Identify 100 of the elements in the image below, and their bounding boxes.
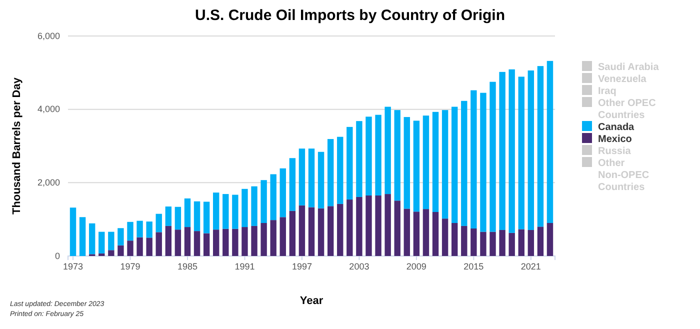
- bar: [242, 188, 248, 228]
- bar: [318, 208, 324, 256]
- bar: [98, 232, 105, 254]
- bar: [337, 136, 344, 204]
- bar: [537, 66, 544, 227]
- bar: [346, 126, 353, 200]
- bar: [203, 233, 210, 256]
- bar: [394, 110, 400, 201]
- bar: [480, 92, 486, 232]
- bar: [528, 230, 534, 256]
- x-tick-label: 1985: [177, 261, 198, 272]
- bar: [108, 250, 114, 256]
- bar: [98, 253, 105, 256]
- bar: [79, 217, 86, 256]
- bar: [490, 232, 496, 256]
- bar: [518, 229, 524, 256]
- y-tick-label: 4,000: [37, 104, 60, 114]
- bar: [384, 106, 391, 194]
- legend-label: Canada: [598, 122, 635, 133]
- bar: [203, 202, 210, 234]
- bar: [260, 180, 267, 223]
- bar: [432, 212, 439, 256]
- bar: [242, 227, 248, 256]
- bar: [327, 139, 334, 206]
- bar: [318, 152, 324, 208]
- bar: [156, 232, 162, 256]
- bar: [70, 208, 76, 256]
- bar: [413, 120, 420, 212]
- bar: [232, 194, 238, 229]
- bar: [308, 207, 315, 256]
- bar: [280, 168, 286, 218]
- bar: [136, 237, 143, 256]
- x-tick-label: 1991: [234, 261, 255, 272]
- bar: [165, 226, 172, 256]
- bar: [222, 194, 229, 229]
- bar: [156, 214, 162, 232]
- bar: [174, 206, 182, 230]
- bar: [298, 148, 306, 206]
- bar: [442, 218, 448, 256]
- bar: [490, 82, 496, 232]
- bar: [537, 226, 544, 256]
- bar: [232, 228, 238, 256]
- x-tick-label: 2021: [520, 261, 541, 272]
- bar: [194, 231, 200, 256]
- x-tick-label: 2009: [406, 261, 426, 272]
- bar: [508, 69, 515, 233]
- bar: [422, 116, 430, 210]
- bar: [442, 110, 448, 219]
- bar: [308, 148, 315, 208]
- bar: [546, 223, 554, 256]
- bar: [346, 200, 353, 256]
- bar: [384, 194, 391, 256]
- bar: [404, 208, 410, 256]
- bar: [194, 201, 200, 232]
- bar: [184, 227, 191, 256]
- y-axis-title: Thousand Barrels per Day: [11, 76, 23, 214]
- x-tick-label: 2015: [464, 261, 484, 272]
- bar: [146, 238, 152, 256]
- bar: [470, 90, 477, 228]
- bar: [127, 222, 134, 241]
- bar: [480, 232, 486, 256]
- x-tick-label: 1997: [292, 261, 312, 272]
- x-tick-label: 1973: [62, 261, 84, 272]
- bar: [327, 206, 334, 256]
- legend-label: Mexico: [598, 134, 632, 145]
- y-tick-label: 2,000: [37, 178, 60, 188]
- bar: [461, 100, 468, 226]
- bar: [127, 240, 134, 256]
- bar: [461, 226, 468, 256]
- x-tick-label: 2003: [349, 261, 370, 272]
- bar: [499, 72, 506, 230]
- x-tick-label: 1979: [120, 261, 140, 272]
- bar: [546, 60, 554, 223]
- bar: [184, 198, 191, 228]
- chart-title: U.S. Crude Oil Imports by Country of Origin: [194, 7, 506, 24]
- bar: [366, 116, 372, 196]
- bar: [528, 70, 534, 230]
- bar: [213, 230, 220, 256]
- bar: [413, 212, 420, 256]
- bar: [289, 210, 296, 256]
- bar: [118, 245, 124, 256]
- bar: [260, 223, 267, 256]
- bar: [165, 206, 172, 226]
- bar: [146, 222, 152, 238]
- y-tick-label: 6,000: [37, 30, 60, 41]
- bar: [118, 228, 124, 246]
- bar: [174, 230, 182, 256]
- bar: [499, 230, 506, 256]
- bar: [394, 200, 400, 256]
- bar: [270, 220, 276, 256]
- bar: [222, 228, 229, 256]
- bar: [470, 228, 477, 256]
- bar: [289, 158, 296, 211]
- bar: [432, 112, 439, 212]
- x-axis-title: Year: [300, 295, 324, 307]
- bar: [508, 232, 515, 256]
- y-tick-label: 0: [54, 250, 60, 261]
- bar: [451, 106, 458, 223]
- bar: [136, 220, 143, 238]
- bar: [366, 196, 372, 256]
